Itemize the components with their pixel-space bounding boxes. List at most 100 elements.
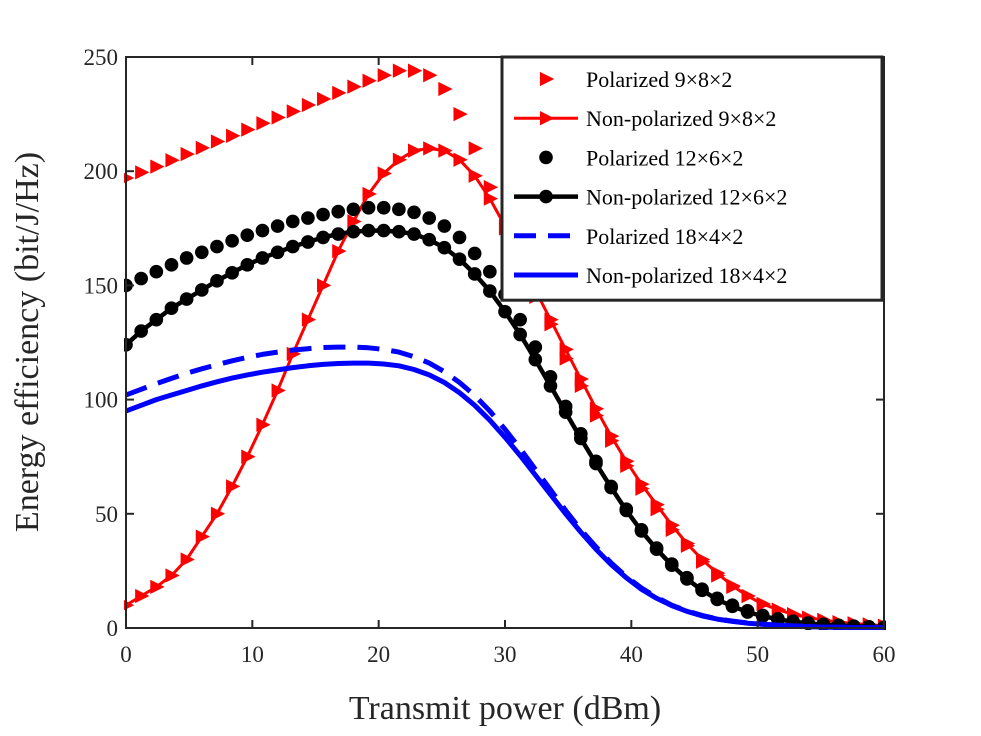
- data-point: [423, 68, 438, 83]
- data-point: [150, 159, 165, 174]
- data-point: [725, 599, 740, 614]
- legend-label: Polarized 9×8×2: [586, 67, 732, 92]
- data-point: [392, 202, 406, 217]
- data-point: [483, 284, 497, 298]
- data-point: [573, 431, 588, 446]
- legend-marker: [539, 71, 555, 87]
- data-point: [271, 383, 286, 398]
- data-point: [332, 243, 347, 259]
- data-point: [574, 371, 590, 387]
- data-point: [483, 264, 497, 279]
- data-point: [240, 258, 255, 272]
- data-point: [453, 152, 468, 167]
- data-point: [362, 73, 377, 88]
- data-point: [605, 428, 620, 444]
- data-point: [346, 202, 361, 217]
- data-point: [755, 609, 770, 623]
- data-point: [650, 497, 665, 512]
- x-tick-label: 0: [120, 642, 132, 667]
- data-point: [711, 566, 726, 581]
- data-point: [361, 200, 376, 215]
- data-point: [331, 227, 346, 241]
- data-point: [317, 278, 332, 293]
- data-point: [407, 143, 423, 158]
- y-tick-label: 250: [84, 45, 119, 70]
- data-point: [210, 134, 226, 149]
- data-point: [361, 223, 376, 238]
- legend: Polarized 9×8×2 Non-polarized 9×8×2 Polari…: [500, 55, 884, 302]
- x-tick-label: 20: [367, 642, 390, 667]
- data-point: [468, 168, 483, 183]
- data-point: [149, 264, 164, 279]
- data-point: [225, 266, 239, 280]
- data-point: [376, 223, 391, 238]
- data-point: [741, 588, 756, 604]
- data-point: [316, 230, 330, 245]
- x-axis-label: Transmit power (dBm): [349, 690, 661, 727]
- data-point: [165, 153, 180, 168]
- data-point: [453, 106, 468, 122]
- data-point: [210, 506, 226, 521]
- data-point: [194, 283, 209, 297]
- data-point: [377, 166, 392, 181]
- data-point: [134, 271, 148, 286]
- data-point: [135, 588, 150, 604]
- data-point: [226, 128, 241, 143]
- legend-entry-polarized-9x8x2: Polarized 9×8×2: [539, 67, 732, 92]
- y-tick-label: 150: [84, 273, 119, 298]
- data-point: [150, 579, 165, 595]
- data-point: [422, 232, 437, 247]
- data-point: [241, 122, 256, 137]
- legend-label: Polarized 12×6×2: [586, 145, 743, 170]
- data-point: [604, 480, 618, 495]
- data-point: [620, 454, 635, 469]
- data-point: [255, 251, 270, 265]
- data-point: [468, 141, 483, 156]
- data-point: [135, 165, 150, 180]
- data-point: [559, 351, 574, 366]
- x-tick-label: 30: [494, 642, 517, 667]
- ticks-layer: 0 10 20 30 40 50 60 0 50 100 150 200 250: [84, 45, 896, 667]
- data-point: [392, 63, 408, 78]
- data-point: [180, 146, 195, 162]
- data-point: [210, 274, 224, 288]
- y-tick-label: 100: [84, 388, 119, 413]
- data-point: [392, 152, 408, 167]
- data-point: [362, 186, 377, 202]
- data-point: [483, 180, 499, 195]
- data-point: [649, 542, 664, 557]
- data-point: [710, 592, 725, 607]
- data-point: [726, 578, 741, 593]
- data-point: [179, 251, 194, 265]
- data-point: [271, 110, 286, 125]
- series-polarized-18x4x2: [125, 344, 884, 630]
- data-point: [194, 245, 209, 260]
- data-point: [756, 596, 771, 612]
- data-point: [589, 456, 603, 471]
- x-tick-label: 50: [746, 642, 769, 667]
- data-point: [437, 219, 452, 233]
- data-point: [285, 214, 300, 229]
- data-point: [255, 223, 270, 238]
- data-point: [498, 304, 512, 319]
- data-point: [407, 227, 421, 241]
- legend-label: Polarized 18×4×2: [586, 224, 743, 249]
- data-point: [180, 552, 195, 567]
- data-point: [589, 401, 605, 416]
- legend-entry-non-polarized-12x6x2: Non-polarized 12×6×2: [514, 185, 787, 210]
- data-point: [452, 230, 467, 245]
- data-point: [452, 252, 467, 266]
- data-point: [483, 191, 499, 206]
- data-point: [513, 312, 527, 327]
- data-point: [285, 239, 300, 254]
- y-tick-label: 50: [95, 502, 118, 527]
- data-point: [179, 292, 194, 306]
- data-point: [407, 63, 423, 78]
- legend-entry-polarized-18x4x2: Polarized 18×4×2: [514, 224, 743, 249]
- data-point: [695, 583, 709, 598]
- data-point: [210, 239, 224, 254]
- data-point: [134, 324, 148, 338]
- y-tick-label: 200: [84, 159, 119, 184]
- data-point: [680, 572, 694, 586]
